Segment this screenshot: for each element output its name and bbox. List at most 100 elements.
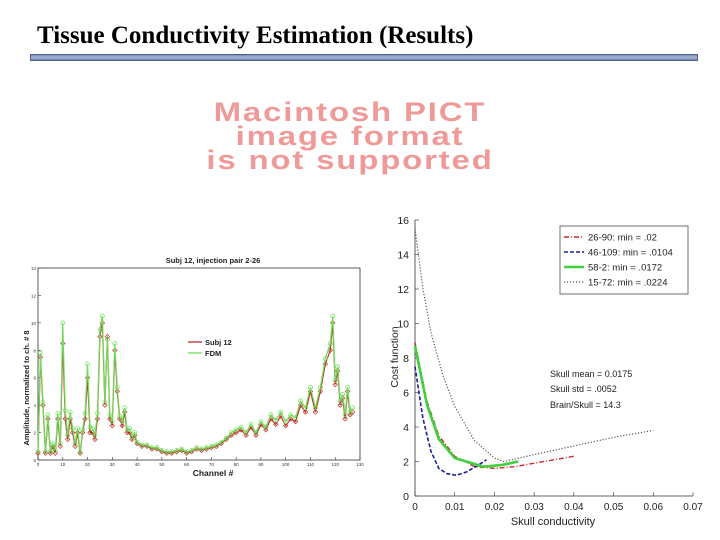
data-point xyxy=(75,426,80,431)
data-point xyxy=(69,429,76,436)
chart-title: Subj 12, injection pair 2-26 xyxy=(166,256,261,265)
data-point xyxy=(282,423,289,429)
data-point xyxy=(107,412,113,418)
annotation-skull-mean: Skull mean = 0.0175 xyxy=(550,369,632,379)
data-point xyxy=(268,412,274,418)
annotation-skull-std: Skull std = .0052 xyxy=(550,384,617,394)
x-tick-label: 40 xyxy=(135,462,141,467)
data-point xyxy=(233,429,239,436)
data-point xyxy=(119,419,125,424)
y-tick-label: 14 xyxy=(31,266,37,271)
data-point xyxy=(347,409,353,415)
x-tick-label: 30 xyxy=(110,462,116,467)
data-point xyxy=(332,381,338,388)
data-point xyxy=(57,441,63,446)
data-point xyxy=(139,443,145,449)
x-tick-label: 60 xyxy=(184,462,190,467)
x-tick-label: 0 xyxy=(412,502,418,513)
data-point xyxy=(164,450,170,456)
data-point xyxy=(164,449,170,455)
data-point xyxy=(179,446,185,452)
pict-line-2: image format xyxy=(235,121,465,151)
data-point xyxy=(332,378,338,383)
data-point xyxy=(223,435,229,441)
data-point xyxy=(52,448,58,453)
data-point xyxy=(35,449,41,455)
data-point xyxy=(62,408,68,413)
data-point xyxy=(159,448,165,453)
y-tick-label: 10 xyxy=(397,319,409,331)
data-point xyxy=(102,400,108,405)
data-point xyxy=(92,436,98,443)
data-point xyxy=(213,442,219,448)
y-tick-label: 2 xyxy=(403,457,409,469)
x-tick-label: 10 xyxy=(60,462,66,467)
data-point xyxy=(233,427,239,433)
data-point xyxy=(183,450,190,456)
pict-line-3: is not supported xyxy=(206,145,494,175)
data-point xyxy=(263,427,269,433)
series-line-fdm xyxy=(37,315,354,453)
data-point xyxy=(340,391,346,397)
y-tick-label: 12 xyxy=(397,284,409,296)
y-tick-label: 6 xyxy=(33,376,36,381)
data-point xyxy=(43,449,48,455)
data-point xyxy=(47,450,54,456)
series-line-1 xyxy=(414,366,487,477)
data-point xyxy=(199,446,204,452)
data-point xyxy=(72,443,78,449)
data-point xyxy=(169,450,175,456)
data-point xyxy=(74,429,81,436)
data-point xyxy=(77,449,83,455)
data-point xyxy=(82,416,88,422)
data-point xyxy=(312,409,319,415)
data-point xyxy=(345,384,350,390)
legend-label: 15-72: min = .0224 xyxy=(588,278,667,289)
data-point xyxy=(70,426,76,431)
data-point xyxy=(308,384,313,390)
y-tick-label: 6 xyxy=(403,388,409,400)
y-tick-label: 8 xyxy=(403,353,409,365)
data-point xyxy=(38,350,43,356)
data-point xyxy=(303,405,308,411)
data-point xyxy=(322,361,329,367)
data-point xyxy=(52,450,59,456)
data-point xyxy=(238,424,244,430)
data-point xyxy=(293,415,298,420)
data-point xyxy=(87,424,93,430)
data-point xyxy=(62,416,68,422)
data-point xyxy=(35,450,41,456)
data-point xyxy=(112,341,118,346)
data-point xyxy=(154,445,160,451)
data-point xyxy=(278,409,284,415)
pict-unsupported-placeholder: Macintosh PICT image format is not suppo… xyxy=(165,99,535,174)
data-point xyxy=(243,432,249,439)
data-point xyxy=(337,398,343,404)
x-tick-label: 0.07 xyxy=(683,502,703,513)
amplitude-chart: Subj 12, injection pair 2-26 Amplitude, … xyxy=(22,256,364,478)
data-point xyxy=(139,442,145,448)
data-point xyxy=(104,333,111,340)
data-point xyxy=(337,402,343,408)
data-point xyxy=(273,417,279,423)
data-point xyxy=(119,423,125,429)
x-tick-label: 0.06 xyxy=(644,502,664,513)
data-point xyxy=(298,398,303,404)
data-point xyxy=(263,424,269,430)
x-tick-label: 0.02 xyxy=(485,502,505,513)
data-point xyxy=(248,421,254,427)
plot-frame xyxy=(37,267,361,461)
data-point xyxy=(90,426,95,431)
data-point xyxy=(129,434,135,440)
data-point xyxy=(144,442,150,448)
y-tick-label: 0 xyxy=(33,458,36,463)
x-axis-label: Channel # xyxy=(193,468,234,478)
data-point xyxy=(57,443,63,449)
data-point xyxy=(114,384,120,390)
x-tick-label: 70 xyxy=(209,462,215,467)
x-tick-label: 0.03 xyxy=(524,502,544,513)
data-point xyxy=(228,430,234,435)
data-point xyxy=(94,416,101,422)
x-tick-label: 20 xyxy=(85,462,91,467)
y-tick-label: 14 xyxy=(397,250,409,262)
